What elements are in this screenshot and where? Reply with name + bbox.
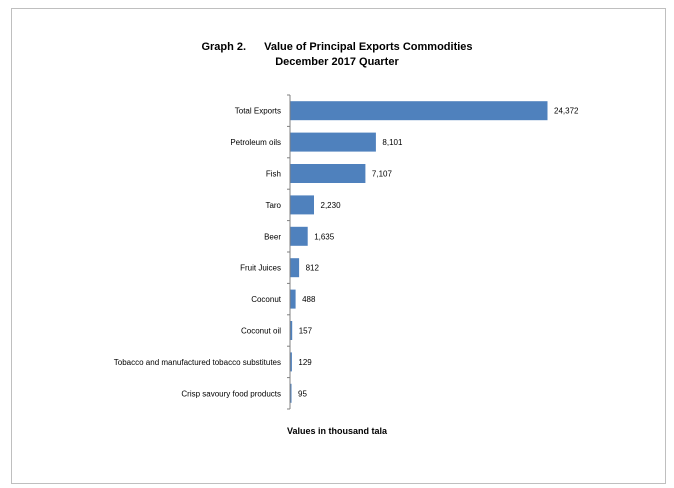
category-label: Petroleum oils xyxy=(230,138,281,147)
bar xyxy=(290,289,296,309)
bar xyxy=(290,101,548,121)
category-label: Fish xyxy=(266,170,281,179)
data-label: 488 xyxy=(302,295,316,304)
category-label: Coconut oil xyxy=(241,327,281,336)
bar xyxy=(290,132,376,152)
category-label: Crisp savoury food products xyxy=(181,389,281,398)
data-label: 1,635 xyxy=(314,232,335,241)
category-label: Coconut xyxy=(251,295,282,304)
data-label: 129 xyxy=(298,358,312,367)
data-label: 7,107 xyxy=(372,170,393,179)
bar xyxy=(290,226,308,246)
data-label: 2,230 xyxy=(321,201,342,210)
category-label: Total Exports xyxy=(235,107,281,116)
category-label: Fruit Juices xyxy=(240,264,281,273)
x-axis-label: Values in thousand tala xyxy=(286,426,388,436)
category-label: Beer xyxy=(264,232,281,241)
category-label: Tobacco and manufactured tobacco substit… xyxy=(114,358,281,367)
bar xyxy=(290,164,366,183)
data-label: 24,372 xyxy=(554,107,579,116)
bar xyxy=(290,258,300,278)
data-label: 157 xyxy=(299,327,313,336)
category-label: Taro xyxy=(265,201,281,210)
data-label: 812 xyxy=(306,264,320,273)
chart-title-main: Value of Principal Exports Commodities xyxy=(264,41,473,53)
chart-subtitle: December 2017 Quarter xyxy=(275,56,399,68)
data-label: 95 xyxy=(298,389,307,398)
bar xyxy=(290,352,292,372)
bar xyxy=(290,321,293,340)
bar xyxy=(290,195,314,215)
bar xyxy=(290,383,292,403)
data-label: 8,101 xyxy=(382,138,403,147)
chart-frame xyxy=(11,8,666,484)
chart-title-prefix: Graph 2. xyxy=(201,41,247,53)
chart-title: Graph 2. Value of Principal Exports Commo… xyxy=(0,41,674,53)
